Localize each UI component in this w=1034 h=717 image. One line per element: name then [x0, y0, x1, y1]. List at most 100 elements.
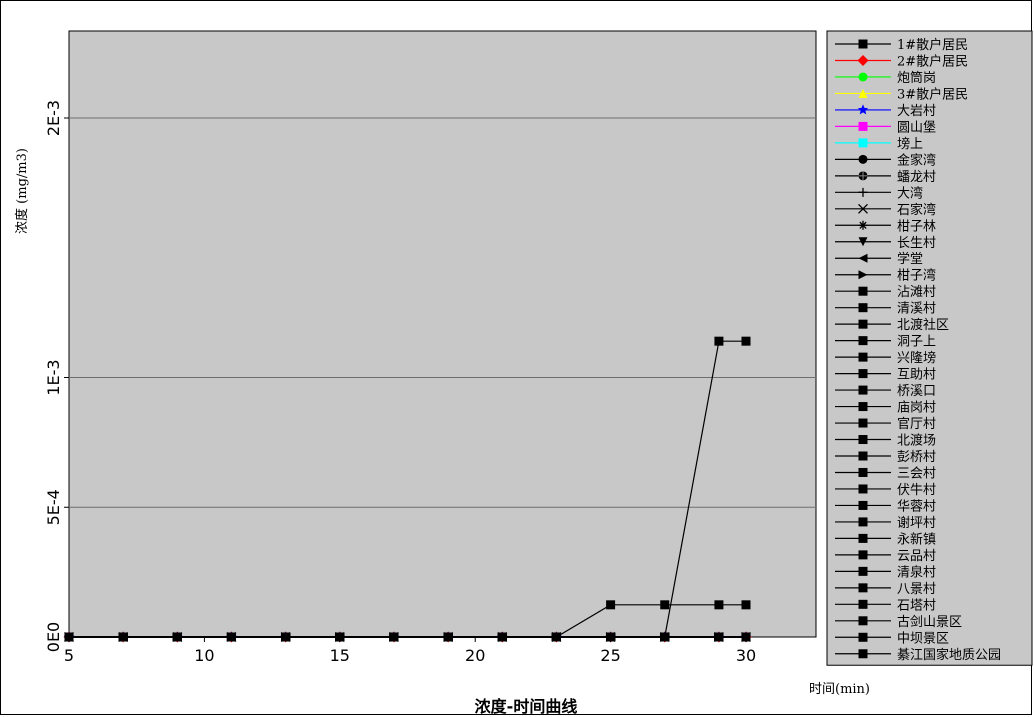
legend-marker: [858, 121, 868, 131]
chart-title: 浓度-时间曲线: [475, 697, 578, 716]
legend-entry: 2#散户居民: [835, 53, 968, 69]
legend-entry: 学堂: [835, 251, 923, 267]
legend-marker: [858, 583, 868, 593]
legend-label: 兴隆塝: [897, 350, 936, 366]
legend-entry: 洞子上: [835, 335, 936, 350]
legend-marker: [858, 500, 868, 510]
x-tick-label: 5: [64, 646, 74, 665]
legend-label: 柑子林: [897, 219, 936, 234]
legend-marker: [858, 319, 868, 329]
legend-label: 八景村: [897, 582, 936, 597]
legend-marker: [858, 88, 868, 98]
legend-label: 北渡社区: [897, 317, 949, 333]
legend-marker: [858, 616, 868, 626]
legend-label: 洞子上: [897, 335, 936, 350]
legend-entry: 云品村: [835, 549, 936, 564]
legend-marker: [858, 303, 868, 313]
data-point: [443, 632, 453, 642]
legend-entry: 官厅村: [835, 416, 936, 432]
legend-marker: [858, 402, 868, 412]
legend-label: 互助村: [897, 368, 936, 383]
legend-label: 长生村: [897, 236, 936, 251]
data-point: [714, 336, 724, 346]
legend-label: 大岩村: [897, 104, 936, 119]
legend-entry: 北渡社区: [835, 317, 949, 333]
legend-label: 清溪村: [897, 302, 936, 317]
legend-label: 清泉村: [897, 564, 936, 580]
legend-marker: [857, 54, 869, 66]
legend-entry: 大岩村: [835, 104, 936, 119]
legend-label: 柑子湾: [897, 268, 936, 284]
legend-label: 桥溪口: [897, 384, 936, 399]
legend-entry: 金家湾: [835, 152, 936, 168]
legend-label: 金家湾: [897, 152, 936, 168]
legend-marker: [858, 435, 868, 445]
y-tick-label: 0E0: [44, 622, 63, 652]
legend-marker: [858, 253, 868, 263]
legend-entry: 沾滩村: [835, 285, 936, 300]
legend-marker: [858, 220, 868, 230]
legend-entry: 蟠龙村: [835, 170, 936, 185]
legend-entry: 圆山堡: [835, 119, 936, 135]
legend-entry: 石家湾: [835, 202, 936, 218]
y-tick-label: 2E-3: [44, 100, 63, 136]
legend-marker: [858, 517, 868, 527]
legend-label: 石塔村: [897, 598, 936, 613]
legend-entry: 三会村: [835, 466, 936, 481]
legend-entry: 1#散户居民: [835, 37, 968, 53]
legend-entry: 綦江国家地质公园: [835, 647, 1001, 663]
data-point: [741, 600, 751, 610]
legend-entry: 八景村: [835, 582, 936, 597]
legend-label: 华蓉村: [897, 499, 936, 514]
legend-entry: 大湾: [835, 185, 923, 201]
legend-label: 中坝景区: [897, 631, 949, 646]
legend-label: 大湾: [897, 185, 923, 201]
legend-marker: [858, 72, 868, 82]
legend-marker: [857, 104, 869, 115]
legend-label: 3#散户居民: [897, 86, 968, 102]
legend-marker: [858, 467, 868, 477]
data-point: [714, 632, 724, 642]
legend-entry: 永新镇: [835, 531, 936, 547]
legend-label: 北渡场: [897, 433, 936, 449]
x-axis-label: 时间(min): [809, 682, 870, 697]
legend-marker: [858, 39, 868, 49]
legend-marker: [858, 599, 868, 609]
x-tick-label: 25: [600, 646, 620, 665]
legend-marker: [858, 270, 868, 280]
legend-marker: [858, 484, 868, 494]
series-line: [69, 340, 746, 638]
legend-entry: 古剑山景区: [835, 614, 962, 630]
legend-label: 炮筒岗: [897, 70, 936, 86]
y-axis-label: 浓度 (mg/m3): [14, 148, 30, 234]
legend-label: 沾滩村: [897, 285, 936, 300]
legend-entry: 塝上: [835, 136, 923, 152]
legend-label: 三会村: [897, 466, 936, 481]
legend-marker: [858, 286, 868, 296]
legend-label: 彭桥村: [897, 450, 936, 465]
data-point: [714, 600, 724, 610]
legend-entry: 清泉村: [835, 564, 936, 580]
legend-entry: 庙岗村: [835, 401, 936, 416]
x-tick-label: 30: [736, 646, 756, 665]
legend-label: 官厅村: [897, 416, 936, 432]
legend-marker: [858, 187, 868, 197]
legend-label: 綦江国家地质公园: [897, 647, 1001, 663]
legend-label: 圆山堡: [897, 119, 936, 135]
legend-entry: 北渡场: [835, 433, 936, 449]
legend-marker: [858, 566, 868, 576]
legend-marker: [858, 418, 868, 428]
legend-entry: 桥溪口: [835, 384, 936, 399]
legend-entry: 华蓉村: [835, 499, 936, 514]
data-point: [660, 632, 670, 642]
legend-box: [826, 30, 1033, 666]
legend-entry: 互助村: [835, 368, 936, 383]
legend-label: 石家湾: [897, 202, 936, 218]
legend-label: 云品村: [897, 549, 936, 564]
legend-marker: [858, 451, 868, 461]
data-point: [172, 632, 182, 642]
data-point: [226, 632, 236, 642]
legend-label: 伏牛村: [897, 483, 936, 498]
